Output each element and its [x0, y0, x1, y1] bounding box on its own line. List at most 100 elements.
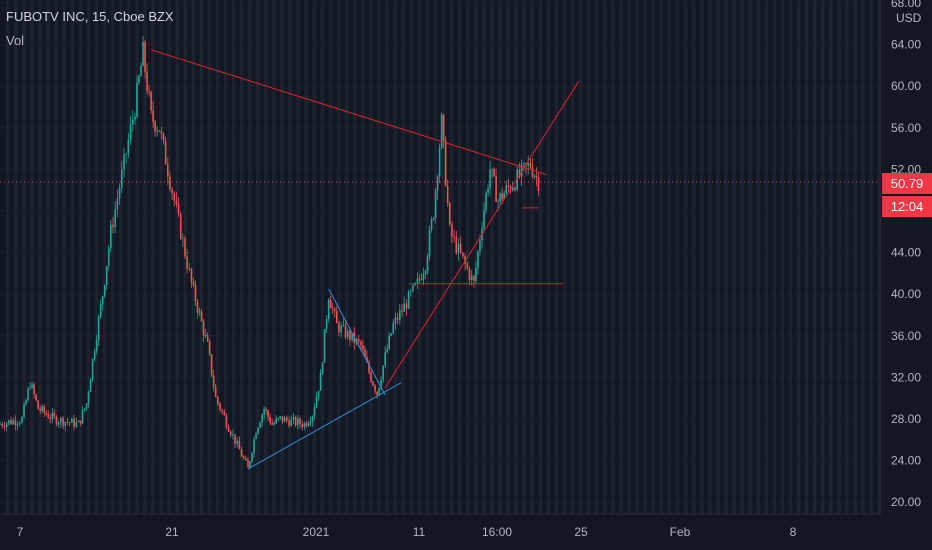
candle-up	[131, 119, 134, 125]
session-band	[207, 0, 212, 514]
candle-down	[466, 263, 469, 269]
candle-up	[311, 416, 314, 422]
candle-down	[442, 114, 445, 141]
candle-up	[340, 325, 342, 333]
session-band	[538, 0, 543, 514]
candle-down	[158, 130, 160, 132]
session-band	[861, 0, 865, 514]
session-band	[683, 0, 688, 514]
candle-up	[85, 403, 88, 409]
candle-up	[512, 187, 514, 191]
price-tick: 44.00	[891, 246, 921, 260]
candle-up	[99, 304, 102, 317]
session-band	[223, 0, 228, 514]
candle-down	[535, 175, 538, 178]
red-trendline[interactable]	[384, 80, 580, 389]
candle-up	[255, 433, 257, 439]
time-tick: Feb	[670, 525, 691, 539]
session-band	[320, 0, 325, 514]
candle-up	[438, 147, 441, 177]
symbol-title[interactable]: FUBOTV INC, 15, Cboe BZX	[6, 9, 174, 24]
candle-up	[89, 379, 92, 393]
session-band	[46, 0, 50, 514]
candle-down	[166, 164, 169, 177]
session-band	[296, 0, 300, 514]
candle-up	[327, 299, 330, 319]
session-band	[118, 0, 123, 514]
session-band	[780, 0, 785, 514]
session-band	[54, 0, 58, 514]
time-tick: 8	[790, 525, 797, 539]
candle-down	[234, 434, 236, 444]
candle-down	[338, 323, 340, 333]
candle-down	[374, 385, 376, 392]
session-band	[457, 0, 462, 514]
session-band	[199, 0, 204, 514]
session-band	[231, 0, 236, 514]
red-trendline[interactable]	[150, 49, 547, 176]
candle-up	[505, 185, 507, 194]
candle-up	[71, 418, 73, 423]
candle-down	[529, 163, 532, 168]
candle-up	[81, 410, 84, 424]
candle-up	[261, 414, 263, 424]
candle-down	[162, 133, 165, 141]
session-band	[175, 0, 179, 514]
candle-up	[25, 400, 27, 405]
price-tick: 36.00	[891, 329, 921, 343]
candle-up	[116, 198, 119, 210]
candle-up	[41, 406, 43, 411]
price-tick: 52.00	[891, 162, 921, 176]
volume-indicator-label[interactable]: Vol	[6, 33, 25, 48]
candle-up	[384, 352, 386, 366]
candle-up	[16, 423, 19, 426]
blue-trendline[interactable]	[247, 382, 402, 470]
candle-up	[107, 248, 110, 267]
candle-up	[279, 416, 282, 418]
candle-up	[23, 404, 25, 418]
candle-up	[479, 240, 481, 252]
candle-down	[227, 426, 230, 432]
candle-down	[148, 91, 150, 93]
session-band	[385, 0, 389, 514]
candle-down	[464, 256, 466, 264]
session-band	[853, 0, 857, 514]
candle-up	[303, 423, 306, 428]
candle-up	[97, 316, 100, 340]
session-band	[135, 0, 139, 514]
candle-up	[138, 75, 140, 83]
session-band	[796, 0, 801, 514]
candle-up	[127, 139, 130, 154]
candle-up	[51, 412, 54, 419]
candle-up	[77, 420, 80, 423]
session-band	[700, 0, 704, 514]
session-band	[449, 0, 454, 514]
session-band	[764, 0, 768, 514]
candle-down	[225, 415, 228, 427]
candle-down	[146, 71, 148, 92]
session-band	[30, 0, 34, 514]
session-band	[514, 0, 518, 514]
candle-up	[440, 114, 443, 148]
blue-trendline[interactable]	[328, 288, 386, 396]
candle-up	[0, 423, 1, 425]
time-tick: 2021	[303, 525, 330, 539]
time-tick: 16:00	[482, 525, 512, 539]
session-band	[748, 0, 752, 514]
candle-down	[368, 362, 370, 373]
candle-up	[283, 417, 286, 422]
session-band	[498, 0, 502, 514]
session-band	[578, 0, 583, 514]
candle-down	[73, 418, 75, 427]
session-band	[78, 0, 83, 514]
candle-up	[428, 230, 431, 257]
session-band	[659, 0, 664, 514]
session-band	[611, 0, 615, 514]
session-band	[522, 0, 526, 514]
candle-up	[198, 311, 201, 313]
candle-up	[134, 116, 136, 120]
session-band	[619, 0, 623, 514]
session-band	[667, 0, 672, 514]
candle-down	[177, 204, 180, 214]
